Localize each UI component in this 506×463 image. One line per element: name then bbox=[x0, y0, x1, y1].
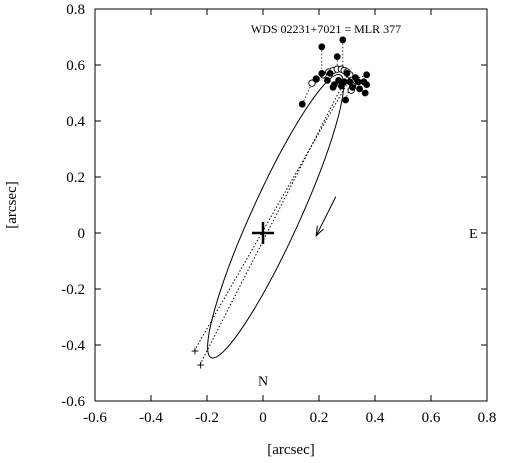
measurement-point bbox=[363, 81, 370, 88]
x-tick-label: 0 bbox=[259, 410, 267, 426]
x-tick-label: 0.8 bbox=[478, 410, 497, 426]
measurement-point bbox=[356, 85, 363, 93]
east-direction-label: E bbox=[469, 227, 478, 242]
measurement-point bbox=[349, 84, 356, 91]
measurement-point bbox=[298, 100, 306, 108]
measurement-point bbox=[339, 36, 347, 44]
y-tick-label: 0.2 bbox=[66, 170, 85, 186]
residual-link bbox=[352, 74, 367, 81]
x-tick-label: -0.2 bbox=[195, 410, 219, 426]
north-direction-label: N bbox=[258, 375, 268, 390]
measurement-point bbox=[363, 71, 370, 79]
measurement-point bbox=[318, 70, 326, 77]
orbit-ellipse bbox=[207, 73, 345, 359]
axis-ticks-group bbox=[94, 8, 488, 402]
chart-title: WDS 02231+7021 = MLR 377 bbox=[251, 22, 401, 36]
measurement-point bbox=[346, 78, 354, 86]
y-tick-label: 0.4 bbox=[66, 114, 85, 130]
endpoint-mark: + bbox=[196, 359, 205, 372]
measurement-point bbox=[318, 43, 326, 51]
measurement-point bbox=[335, 77, 342, 84]
measurement-point bbox=[324, 77, 331, 84]
y-tick-label: -0.4 bbox=[61, 338, 85, 354]
orbit-lines-group: ++ bbox=[190, 39, 367, 372]
plot-frame bbox=[94, 8, 488, 402]
y-tick-label: 0.6 bbox=[66, 58, 85, 74]
y-tick-label: 0 bbox=[78, 226, 86, 242]
endpoint-mark: + bbox=[190, 345, 199, 358]
x-tick-label: -0.6 bbox=[83, 410, 107, 426]
motion-arrow-head bbox=[315, 225, 324, 238]
tick-labels-group: -0.6 -0.4 -0.2 0 0.2 0.4 0.6 0.8 -0.6 -0.4 -0.2 0 0.… bbox=[61, 2, 496, 426]
x-tick-label: 0.2 bbox=[310, 410, 329, 426]
periastron-line bbox=[199, 67, 352, 365]
x-axis-label: [arcsec] bbox=[267, 442, 314, 458]
y-tick-label: -0.2 bbox=[61, 282, 85, 298]
x-tick-label: 0.6 bbox=[422, 410, 441, 426]
y-tick-label: 0.8 bbox=[66, 2, 85, 18]
plot-area: ++ bbox=[190, 36, 370, 372]
y-axis-label: [arcsec] bbox=[4, 181, 20, 228]
measurement-point bbox=[354, 78, 362, 86]
measurement-point bbox=[312, 75, 320, 83]
measurement-point bbox=[331, 81, 338, 88]
measurement-point bbox=[361, 89, 369, 97]
measurement-point bbox=[340, 78, 348, 86]
measurement-point bbox=[342, 96, 349, 104]
motion-arrow-shaft bbox=[315, 196, 337, 237]
y-tick-label: -0.6 bbox=[61, 394, 85, 410]
residual-link bbox=[301, 83, 313, 105]
measurement-point bbox=[343, 70, 351, 77]
measurement-points-group bbox=[298, 36, 370, 108]
ephemeris-point bbox=[308, 79, 316, 87]
measurement-point bbox=[326, 70, 334, 77]
measurement-point bbox=[333, 53, 341, 60]
x-tick-label: 0.4 bbox=[366, 410, 385, 426]
x-tick-label: -0.4 bbox=[139, 410, 163, 426]
